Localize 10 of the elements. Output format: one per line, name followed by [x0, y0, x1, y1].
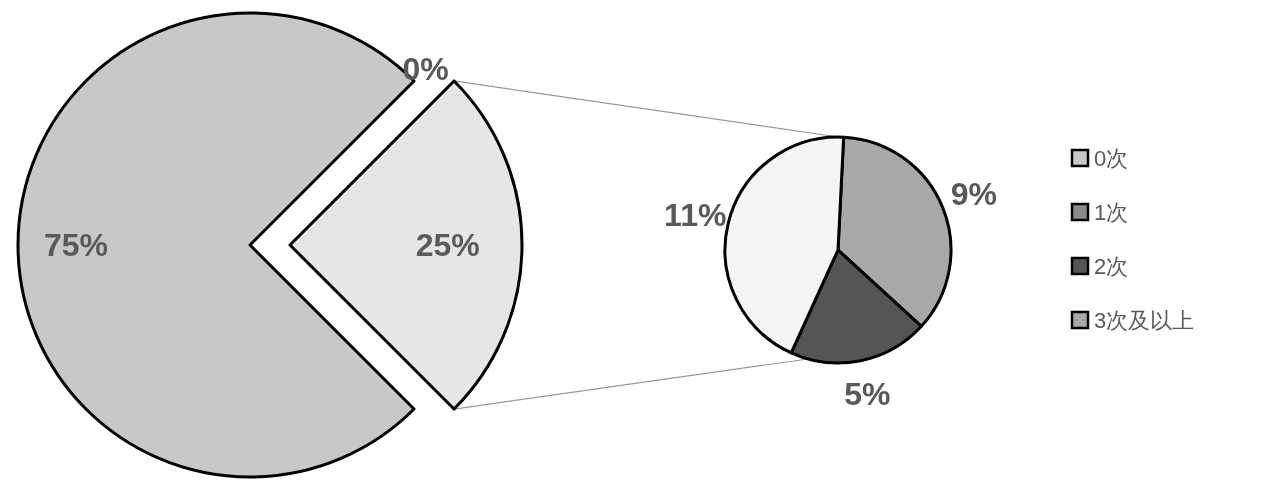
data-label: 75%: [43, 227, 109, 263]
data-label: 5%: [844, 375, 891, 412]
data-label: 9%: [950, 176, 997, 213]
data-label: 11%: [664, 197, 727, 234]
legend-label: 1次: [1094, 199, 1129, 225]
legend-label: 2次: [1094, 253, 1129, 279]
legend-label: 3次及以上: [1094, 307, 1195, 333]
data-label: 25%: [415, 227, 480, 263]
text: 0%: [402, 51, 449, 88]
legend-label: 0次: [1094, 145, 1129, 171]
